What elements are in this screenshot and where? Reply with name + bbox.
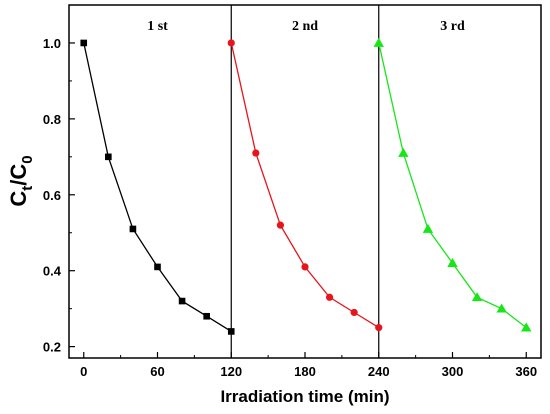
y-tick-label-3: 0.6 — [43, 188, 61, 203]
x-tick-label-7: 360 — [515, 364, 537, 379]
data-point-s1-7 — [227, 328, 235, 335]
data-point-s3-1 — [373, 37, 384, 47]
data-point-s2-6 — [350, 308, 358, 317]
y-axis-title-sub2: 0 — [19, 155, 36, 163]
series-line-2 — [230, 42, 380, 329]
series-line-1 — [83, 42, 232, 332]
run-label-1: 1 st — [147, 19, 168, 34]
x-tick-label-1: 0 — [80, 364, 87, 379]
data-point-s3-7 — [521, 322, 532, 332]
data-point-s1-6 — [203, 312, 210, 320]
data-point-s3-3 — [422, 223, 434, 233]
data-point-s3-2 — [398, 147, 409, 157]
data-point-s2-2 — [252, 149, 260, 157]
data-point-s3-5 — [471, 292, 483, 302]
data-point-s1-4 — [154, 263, 161, 271]
data-point-s2-5 — [325, 293, 334, 301]
data-point-s2-4 — [301, 263, 309, 271]
y-axis-title-sub1: t — [19, 186, 36, 191]
data-point-s3-4 — [447, 257, 458, 268]
data-point-s1-5 — [178, 297, 186, 305]
data-point-s1-2 — [105, 153, 112, 161]
y-tick-label-2: 0.4 — [43, 264, 62, 279]
data-point-s2-7 — [375, 324, 383, 332]
data-point-s1-3 — [129, 225, 137, 233]
y-axis-title: Ct/C0 — [6, 155, 36, 206]
x-tick-label-5: 240 — [368, 364, 390, 379]
y-axis-title-sep: /C — [6, 164, 31, 186]
x-axis-title: Irradiation time (min) — [220, 387, 389, 406]
y-axis-title-main: C — [6, 191, 31, 207]
plot-frame — [68, 4, 542, 359]
axis-ticks: 0 60 120 180 240 300 360 0.2 0.4 0.6 0.8 1.0 — [43, 36, 537, 379]
data-point-s2-3 — [276, 221, 285, 229]
x-tick-label-3: 120 — [220, 364, 242, 379]
y-tick-label-4: 0.8 — [43, 112, 61, 127]
chart-marks: 1 st 2 nd 3 rd — [80, 5, 532, 358]
series-line-3 — [378, 42, 527, 329]
y-tick-label-5: 1.0 — [43, 36, 61, 51]
x-tick-label-2: 60 — [150, 364, 164, 379]
data-point-s1-1 — [80, 39, 88, 47]
run-label-2: 2 nd — [292, 19, 318, 34]
x-tick-label-6: 300 — [442, 364, 464, 379]
y-tick-label-1: 0.2 — [43, 340, 61, 355]
run-label-3: 3 rd — [440, 19, 465, 34]
data-point-s2-1 — [227, 39, 235, 47]
data-point-s3-6 — [496, 303, 507, 313]
x-tick-label-4: 180 — [294, 364, 316, 379]
